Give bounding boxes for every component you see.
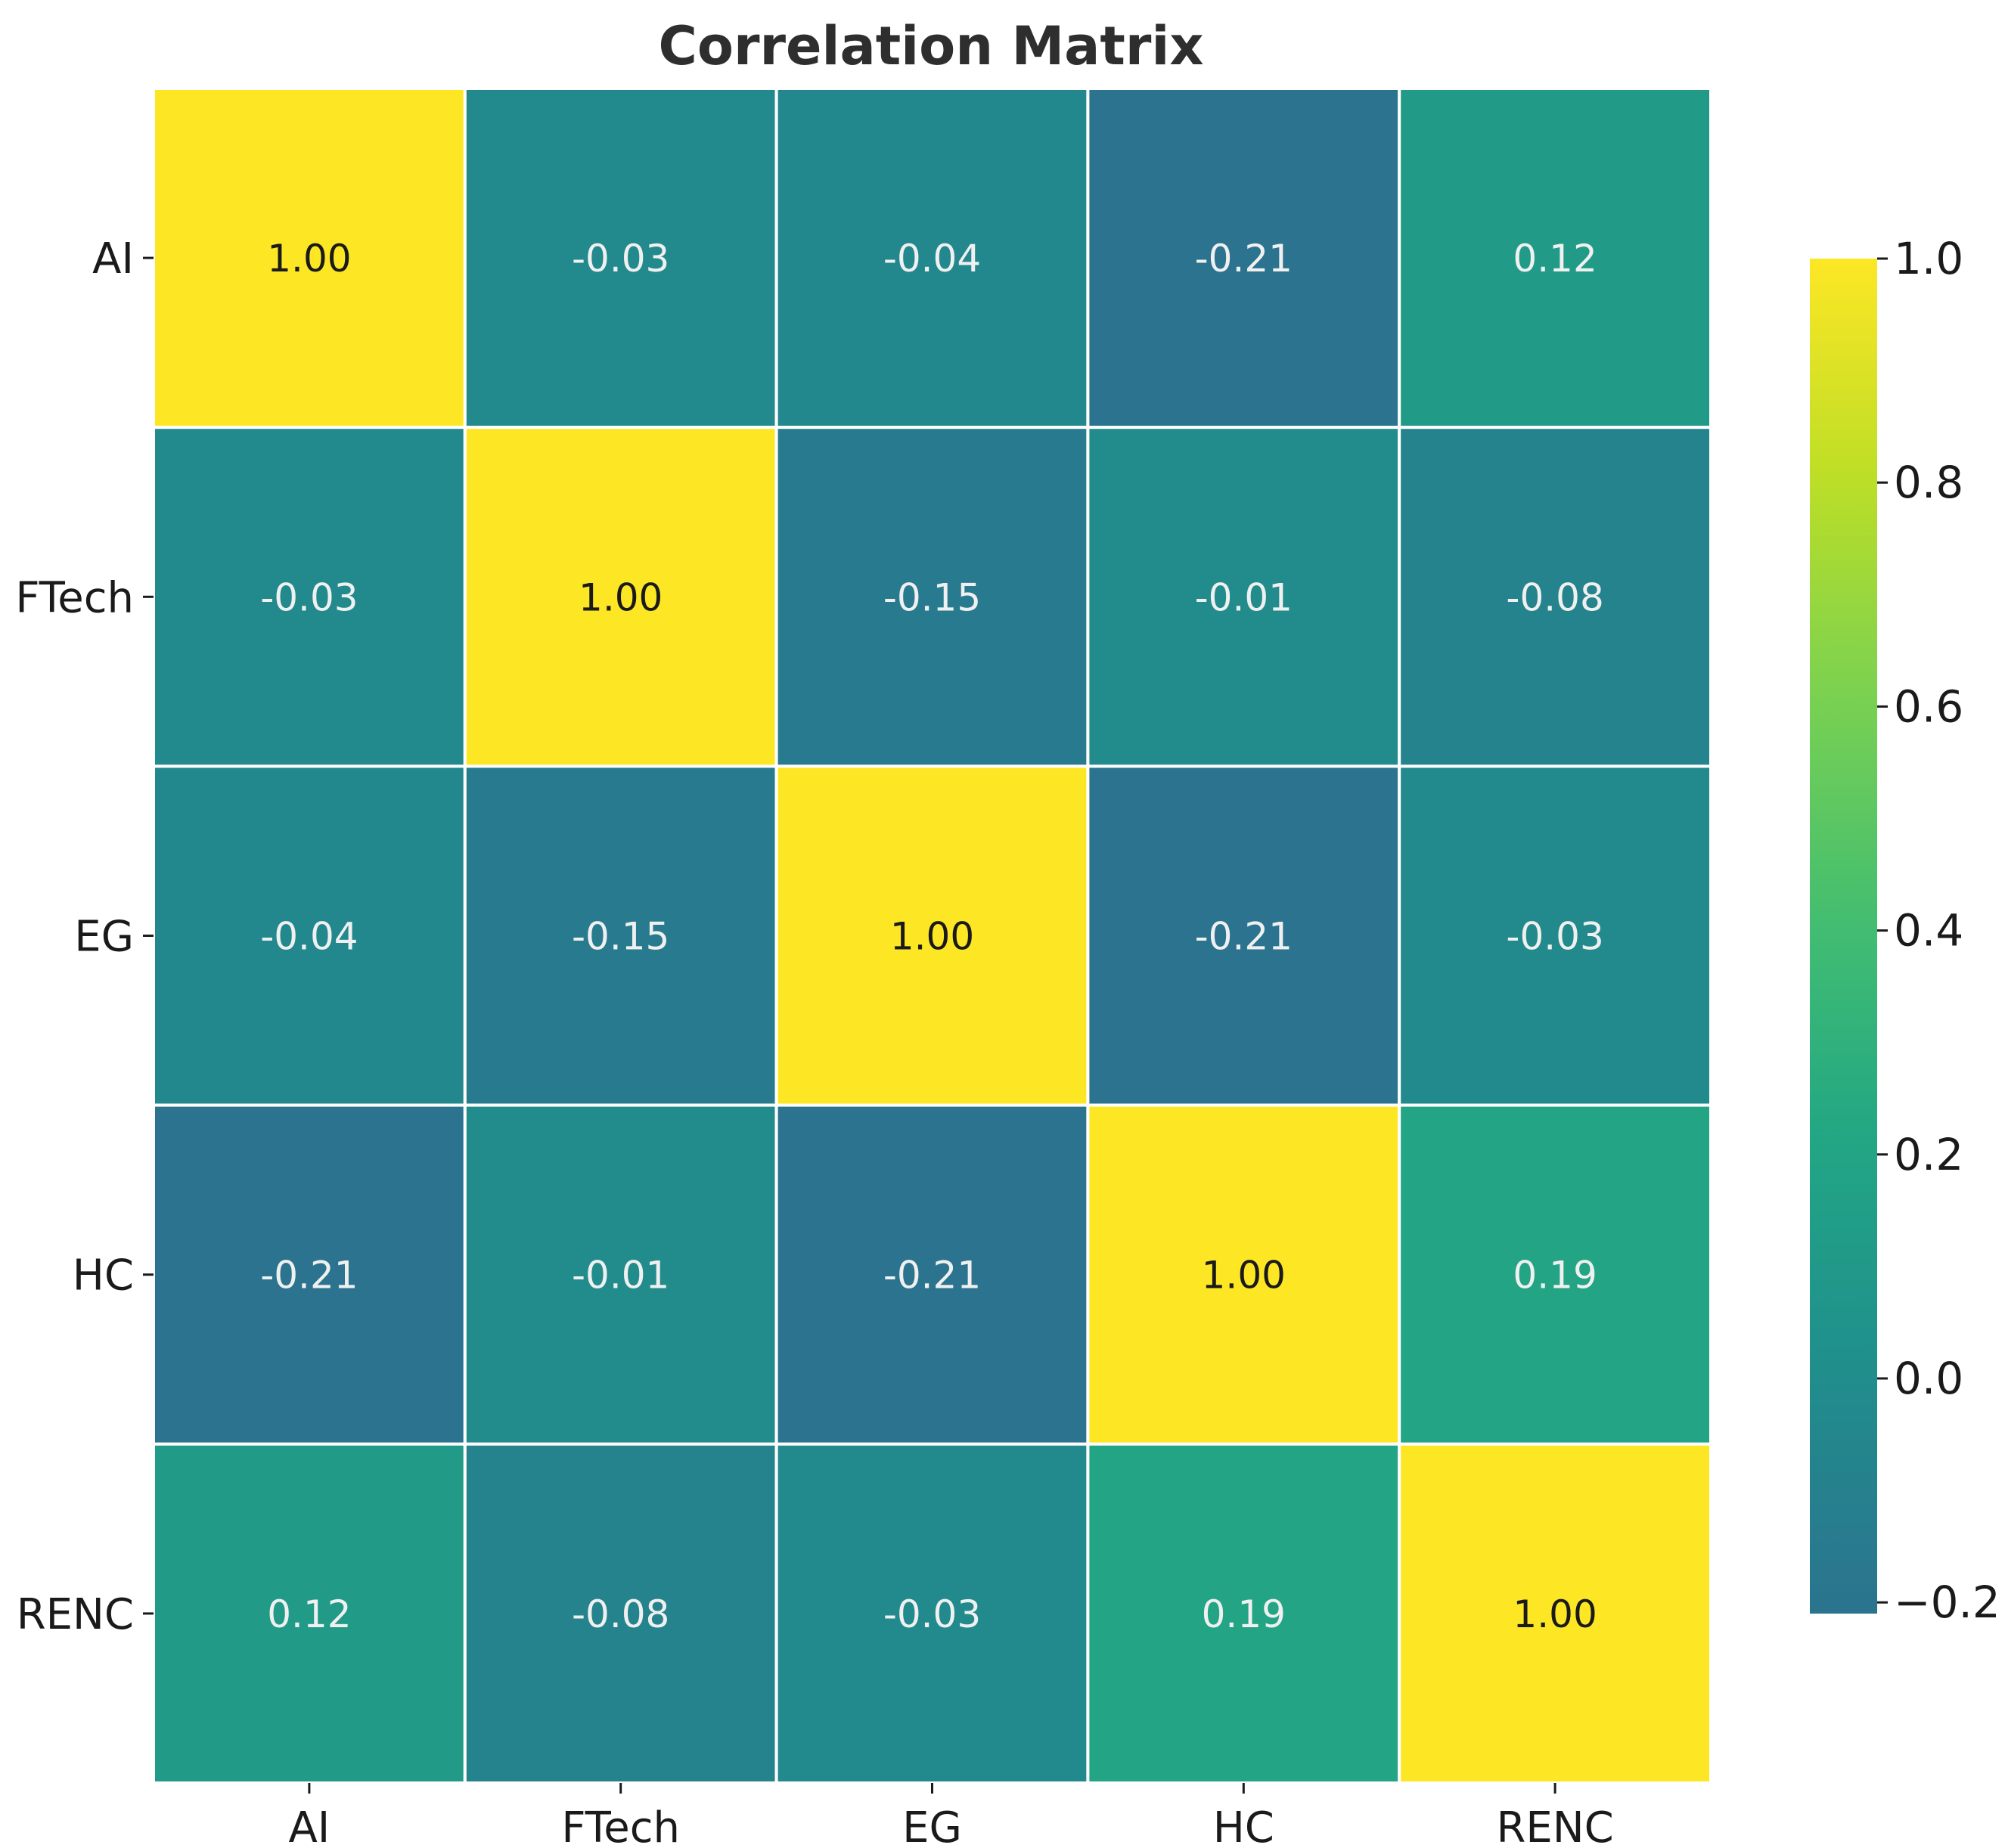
heatmap-cell-ftech-eg <box>774 426 1090 768</box>
heatmap-cell-ai-renc <box>1398 87 1712 429</box>
cell-annotation: 1.00 <box>1202 1254 1286 1298</box>
y-tick-label: RENC <box>17 1590 134 1639</box>
x-tick-label: AI <box>288 1803 330 1848</box>
cell-annotation: 1.00 <box>579 575 663 619</box>
colorbar-tick-label: 0.6 <box>1894 681 1963 732</box>
colorbar-tick-label: −0.2 <box>1894 1577 2000 1628</box>
heatmap-cell-eg-eg <box>774 764 1090 1107</box>
cell-annotation: -0.15 <box>572 915 669 959</box>
x-tick-label: RENC <box>1496 1803 1613 1848</box>
cell-annotation: -0.03 <box>883 1592 981 1636</box>
cell-annotation: -0.21 <box>1195 237 1293 281</box>
heatmap-cells <box>152 87 1712 1785</box>
heatmap-cell-renc-ai <box>152 1442 467 1785</box>
heatmap-cell-ai-ftech <box>463 87 778 429</box>
cell-annotation: -0.04 <box>883 237 981 281</box>
cell-annotation: -0.21 <box>1195 915 1293 959</box>
x-axis: AI FTech EG HC RENC <box>288 1783 1614 1848</box>
colorbar-tick-label: 1.0 <box>1894 233 1963 284</box>
y-tick-label: HC <box>73 1251 134 1301</box>
heatmap-cell-renc-eg <box>774 1442 1090 1785</box>
colorbar-tick-label: 0.4 <box>1894 905 1963 957</box>
cell-annotation: 0.12 <box>1513 237 1597 281</box>
cell-annotation: -0.15 <box>883 575 981 619</box>
cell-annotation: 1.00 <box>267 237 351 281</box>
cell-annotation: -0.03 <box>260 575 358 619</box>
cell-annotation: -0.04 <box>260 915 358 959</box>
colorbar: −0.2 0.0 0.2 0.4 0.6 0.8 1.0 <box>1810 233 2000 1628</box>
heatmap-cell-ftech-renc <box>1398 426 1712 768</box>
colorbar-tick-label: 0.2 <box>1894 1129 1963 1180</box>
heatmap-cell-renc-renc <box>1398 1442 1712 1785</box>
cell-annotation: -0.21 <box>260 1254 358 1298</box>
y-tick-label: AI <box>92 234 134 284</box>
cell-annotation: -0.01 <box>572 1254 669 1298</box>
x-tick-label: EG <box>902 1803 962 1848</box>
x-tick-label: HC <box>1213 1803 1274 1848</box>
x-tick-label: FTech <box>561 1803 680 1848</box>
y-tick-label: FTech <box>15 573 134 622</box>
cell-annotations: 1.00 -0.03 -0.04 -0.21 0.12 -0.03 1.00 -0.15 -0.… <box>260 237 1604 1636</box>
heatmap-cell-eg-renc <box>1398 764 1712 1107</box>
cell-annotation: -0.03 <box>1506 915 1603 959</box>
cell-annotation: 0.12 <box>267 1592 351 1636</box>
heatmap-cell-hc-hc <box>1086 1103 1401 1446</box>
heatmap-cell-ai-hc <box>1086 87 1401 429</box>
cell-annotation: 1.00 <box>1513 1592 1597 1636</box>
heatmap-cell-hc-eg <box>774 1103 1090 1446</box>
heatmap-cell-ai-eg <box>774 87 1090 429</box>
heatmap-cell-eg-hc <box>1086 764 1401 1107</box>
heatmap-cell-ai-ai <box>152 87 467 429</box>
colorbar-gradient <box>1810 259 1877 1614</box>
cell-annotation: -0.08 <box>1506 575 1603 619</box>
cell-annotation: -0.08 <box>572 1592 669 1636</box>
cell-annotation: -0.01 <box>1195 575 1293 619</box>
y-tick-label: EG <box>74 913 134 962</box>
heatmap-cell-hc-ftech <box>463 1103 778 1446</box>
colorbar-tick-label: 0.8 <box>1894 457 1963 508</box>
heatmap-cell-renc-ftech <box>463 1442 778 1785</box>
chart-title: Correlation Matrix <box>659 15 1204 77</box>
cell-annotation: -0.03 <box>572 237 669 281</box>
cell-annotation: 0.19 <box>1513 1254 1597 1298</box>
heatmap-cell-ftech-ai <box>152 426 467 768</box>
colorbar-tick-label: 0.0 <box>1894 1353 1963 1404</box>
heatmap-cell-hc-renc <box>1398 1103 1712 1446</box>
y-axis: AI FTech EG HC RENC <box>15 234 154 1639</box>
cell-annotation: -0.21 <box>883 1254 981 1298</box>
heatmap-cell-eg-ftech <box>463 764 778 1107</box>
cell-annotation: 0.19 <box>1202 1592 1286 1636</box>
cell-annotation: 1.00 <box>890 915 974 959</box>
